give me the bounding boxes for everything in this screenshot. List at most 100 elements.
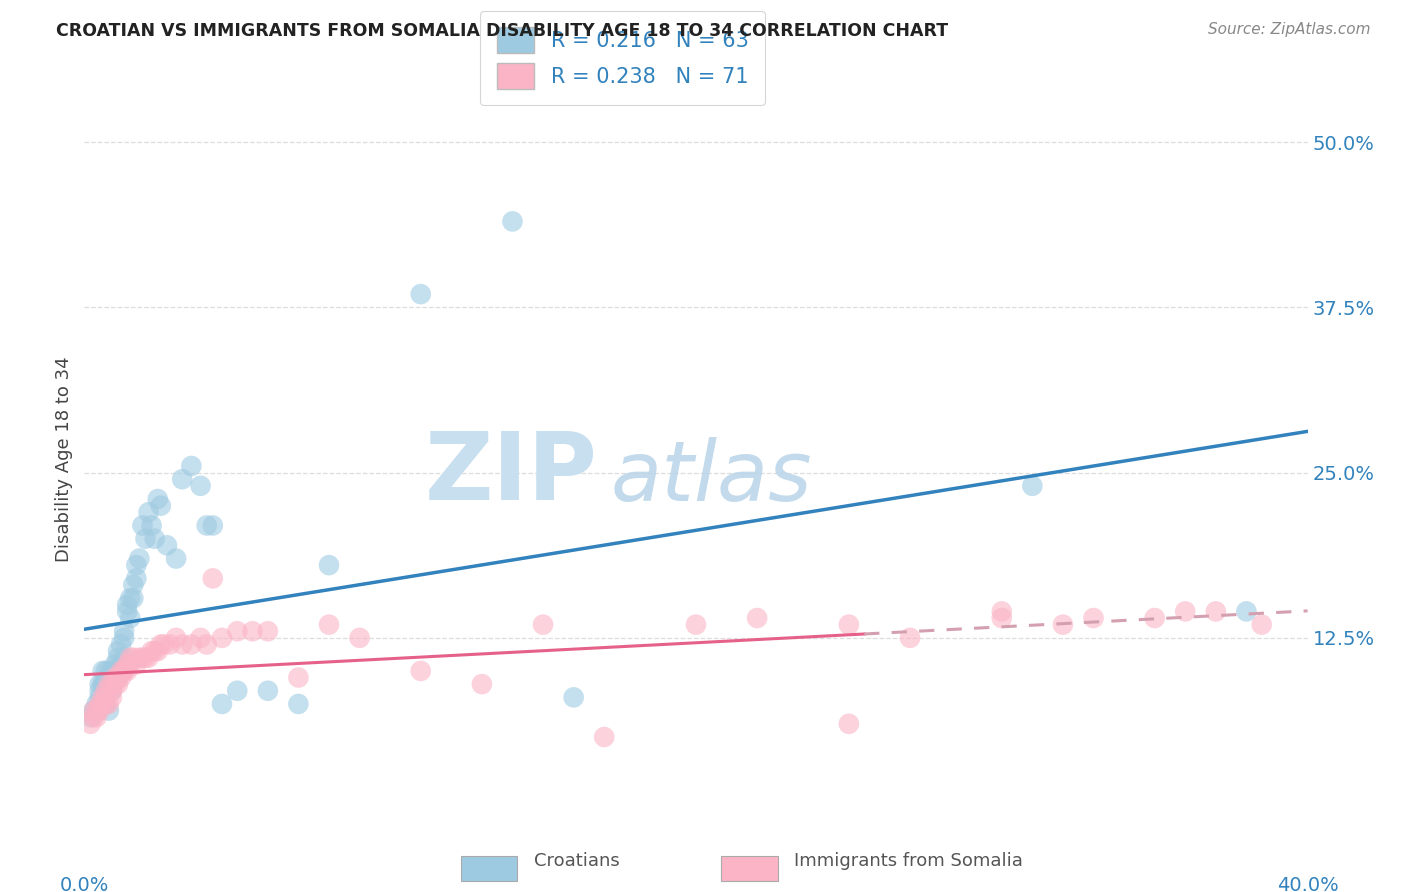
- Point: [165, 551, 187, 566]
- Point: [141, 518, 163, 533]
- Point: [94, 677, 117, 691]
- Point: [349, 631, 371, 645]
- Point: [112, 650, 135, 665]
- Point: [898, 631, 921, 645]
- Text: 0.0%: 0.0%: [59, 876, 110, 892]
- Point: [120, 611, 142, 625]
- Point: [201, 571, 224, 585]
- Point: [79, 716, 101, 731]
- Point: [257, 624, 280, 639]
- Point: [242, 624, 264, 639]
- Point: [79, 710, 101, 724]
- Point: [190, 631, 212, 645]
- Point: [115, 598, 138, 612]
- Point: [172, 637, 194, 651]
- Point: [110, 637, 132, 651]
- Point: [104, 677, 127, 691]
- Point: [101, 677, 124, 691]
- Point: [562, 690, 585, 705]
- Point: [287, 697, 309, 711]
- Point: [110, 657, 132, 672]
- Point: [409, 287, 432, 301]
- Point: [1250, 617, 1272, 632]
- Point: [94, 690, 117, 705]
- Point: [287, 671, 309, 685]
- Point: [149, 637, 172, 651]
- Text: atlas: atlas: [610, 437, 813, 518]
- Point: [110, 664, 132, 678]
- Point: [120, 591, 142, 606]
- Point: [1174, 604, 1197, 618]
- Point: [1205, 604, 1227, 618]
- Point: [409, 664, 432, 678]
- Point: [1083, 611, 1105, 625]
- Point: [115, 657, 138, 672]
- Point: [143, 644, 166, 658]
- Point: [146, 491, 169, 506]
- Point: [91, 677, 114, 691]
- Point: [190, 479, 212, 493]
- Point: [104, 671, 127, 685]
- Point: [89, 697, 111, 711]
- Point: [502, 214, 524, 228]
- Point: [991, 604, 1014, 618]
- Point: [104, 671, 127, 685]
- Point: [531, 617, 554, 632]
- Point: [91, 697, 114, 711]
- Point: [201, 518, 224, 533]
- Point: [125, 571, 148, 585]
- Point: [1236, 604, 1258, 618]
- Point: [97, 677, 120, 691]
- Point: [747, 611, 769, 625]
- Point: [86, 704, 108, 718]
- Point: [141, 644, 163, 658]
- Point: [91, 664, 114, 678]
- Point: [94, 697, 117, 711]
- Point: [131, 518, 153, 533]
- Point: [146, 644, 169, 658]
- Point: [107, 677, 129, 691]
- Point: [153, 637, 176, 651]
- Point: [115, 664, 138, 678]
- Point: [94, 697, 117, 711]
- Point: [149, 499, 172, 513]
- Point: [91, 690, 114, 705]
- Point: [180, 637, 202, 651]
- Point: [165, 631, 187, 645]
- Point: [156, 538, 179, 552]
- Point: [120, 657, 142, 672]
- Point: [318, 617, 340, 632]
- Point: [125, 558, 148, 573]
- Point: [83, 704, 105, 718]
- Point: [83, 704, 105, 718]
- Point: [143, 532, 166, 546]
- Point: [110, 671, 132, 685]
- Point: [115, 604, 138, 618]
- Point: [131, 650, 153, 665]
- Point: [97, 671, 120, 685]
- Point: [89, 704, 111, 718]
- Point: [94, 683, 117, 698]
- Point: [112, 664, 135, 678]
- Point: [685, 617, 707, 632]
- Point: [226, 624, 249, 639]
- Point: [97, 704, 120, 718]
- Point: [107, 671, 129, 685]
- Point: [138, 505, 160, 519]
- Point: [838, 716, 860, 731]
- Point: [211, 631, 233, 645]
- Point: [101, 671, 124, 685]
- Point: [89, 677, 111, 691]
- Point: [195, 518, 218, 533]
- Point: [112, 624, 135, 639]
- Point: [89, 690, 111, 705]
- Point: [101, 683, 124, 698]
- Point: [135, 532, 157, 546]
- Point: [112, 664, 135, 678]
- Point: [86, 710, 108, 724]
- Point: [101, 690, 124, 705]
- Point: [94, 664, 117, 678]
- Point: [122, 591, 145, 606]
- Text: ZIP: ZIP: [425, 428, 598, 520]
- Point: [159, 637, 181, 651]
